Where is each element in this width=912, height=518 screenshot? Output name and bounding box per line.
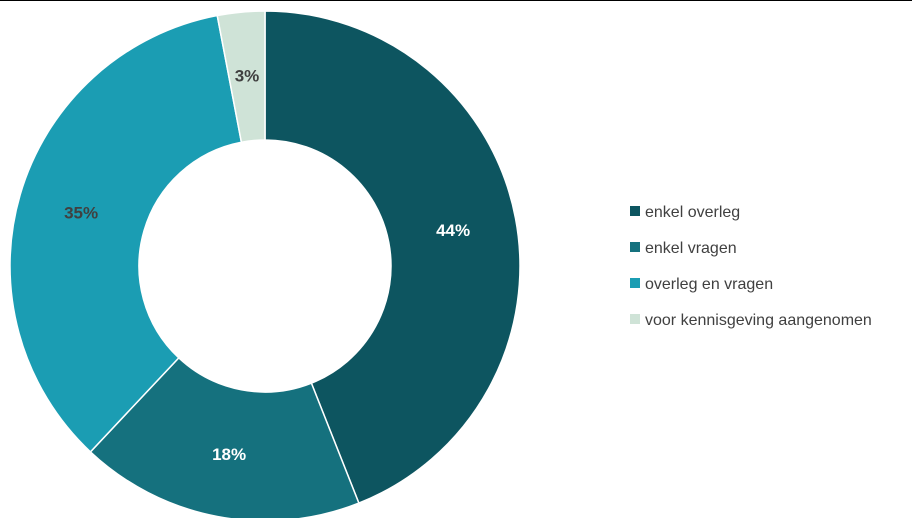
percent-labels-group: 44% 18% 35% 3% [64, 66, 470, 464]
legend-label-overleg-en-vragen: overleg en vragen [645, 276, 773, 293]
slice-enkel-overleg [264, 10, 521, 505]
slice-voor-kennisgeving-aangenomen [216, 10, 266, 144]
legend-swatch-voor-kennisgeving-aangenomen [630, 314, 640, 324]
slice-enkel-vragen [89, 356, 360, 518]
legend-swatch-overleg-en-vragen [630, 278, 640, 288]
percent-label-overleg-en-vragen: 35% [64, 204, 98, 223]
legend-label-enkel-vragen: enkel vragen [645, 240, 737, 257]
legend-swatch-enkel-vragen [630, 242, 640, 252]
slice-overleg-en-vragen [9, 14, 243, 453]
percent-label-enkel-vragen: 18% [212, 445, 246, 464]
legend-label-enkel-overleg: enkel overleg [645, 204, 740, 221]
percent-label-voor-kennisgeving-aangenomen: 3% [235, 66, 260, 85]
top-border [0, 0, 912, 1]
legend: enkel overleg enkel vragen overleg en vrag… [630, 204, 872, 329]
slices-group [9, 10, 521, 518]
legend-swatch-enkel-overleg [630, 206, 640, 216]
legend-label-voor-kennisgeving-aangenomen: voor kennisgeving aangenomen [645, 312, 872, 329]
percent-label-enkel-overleg: 44% [436, 221, 470, 240]
